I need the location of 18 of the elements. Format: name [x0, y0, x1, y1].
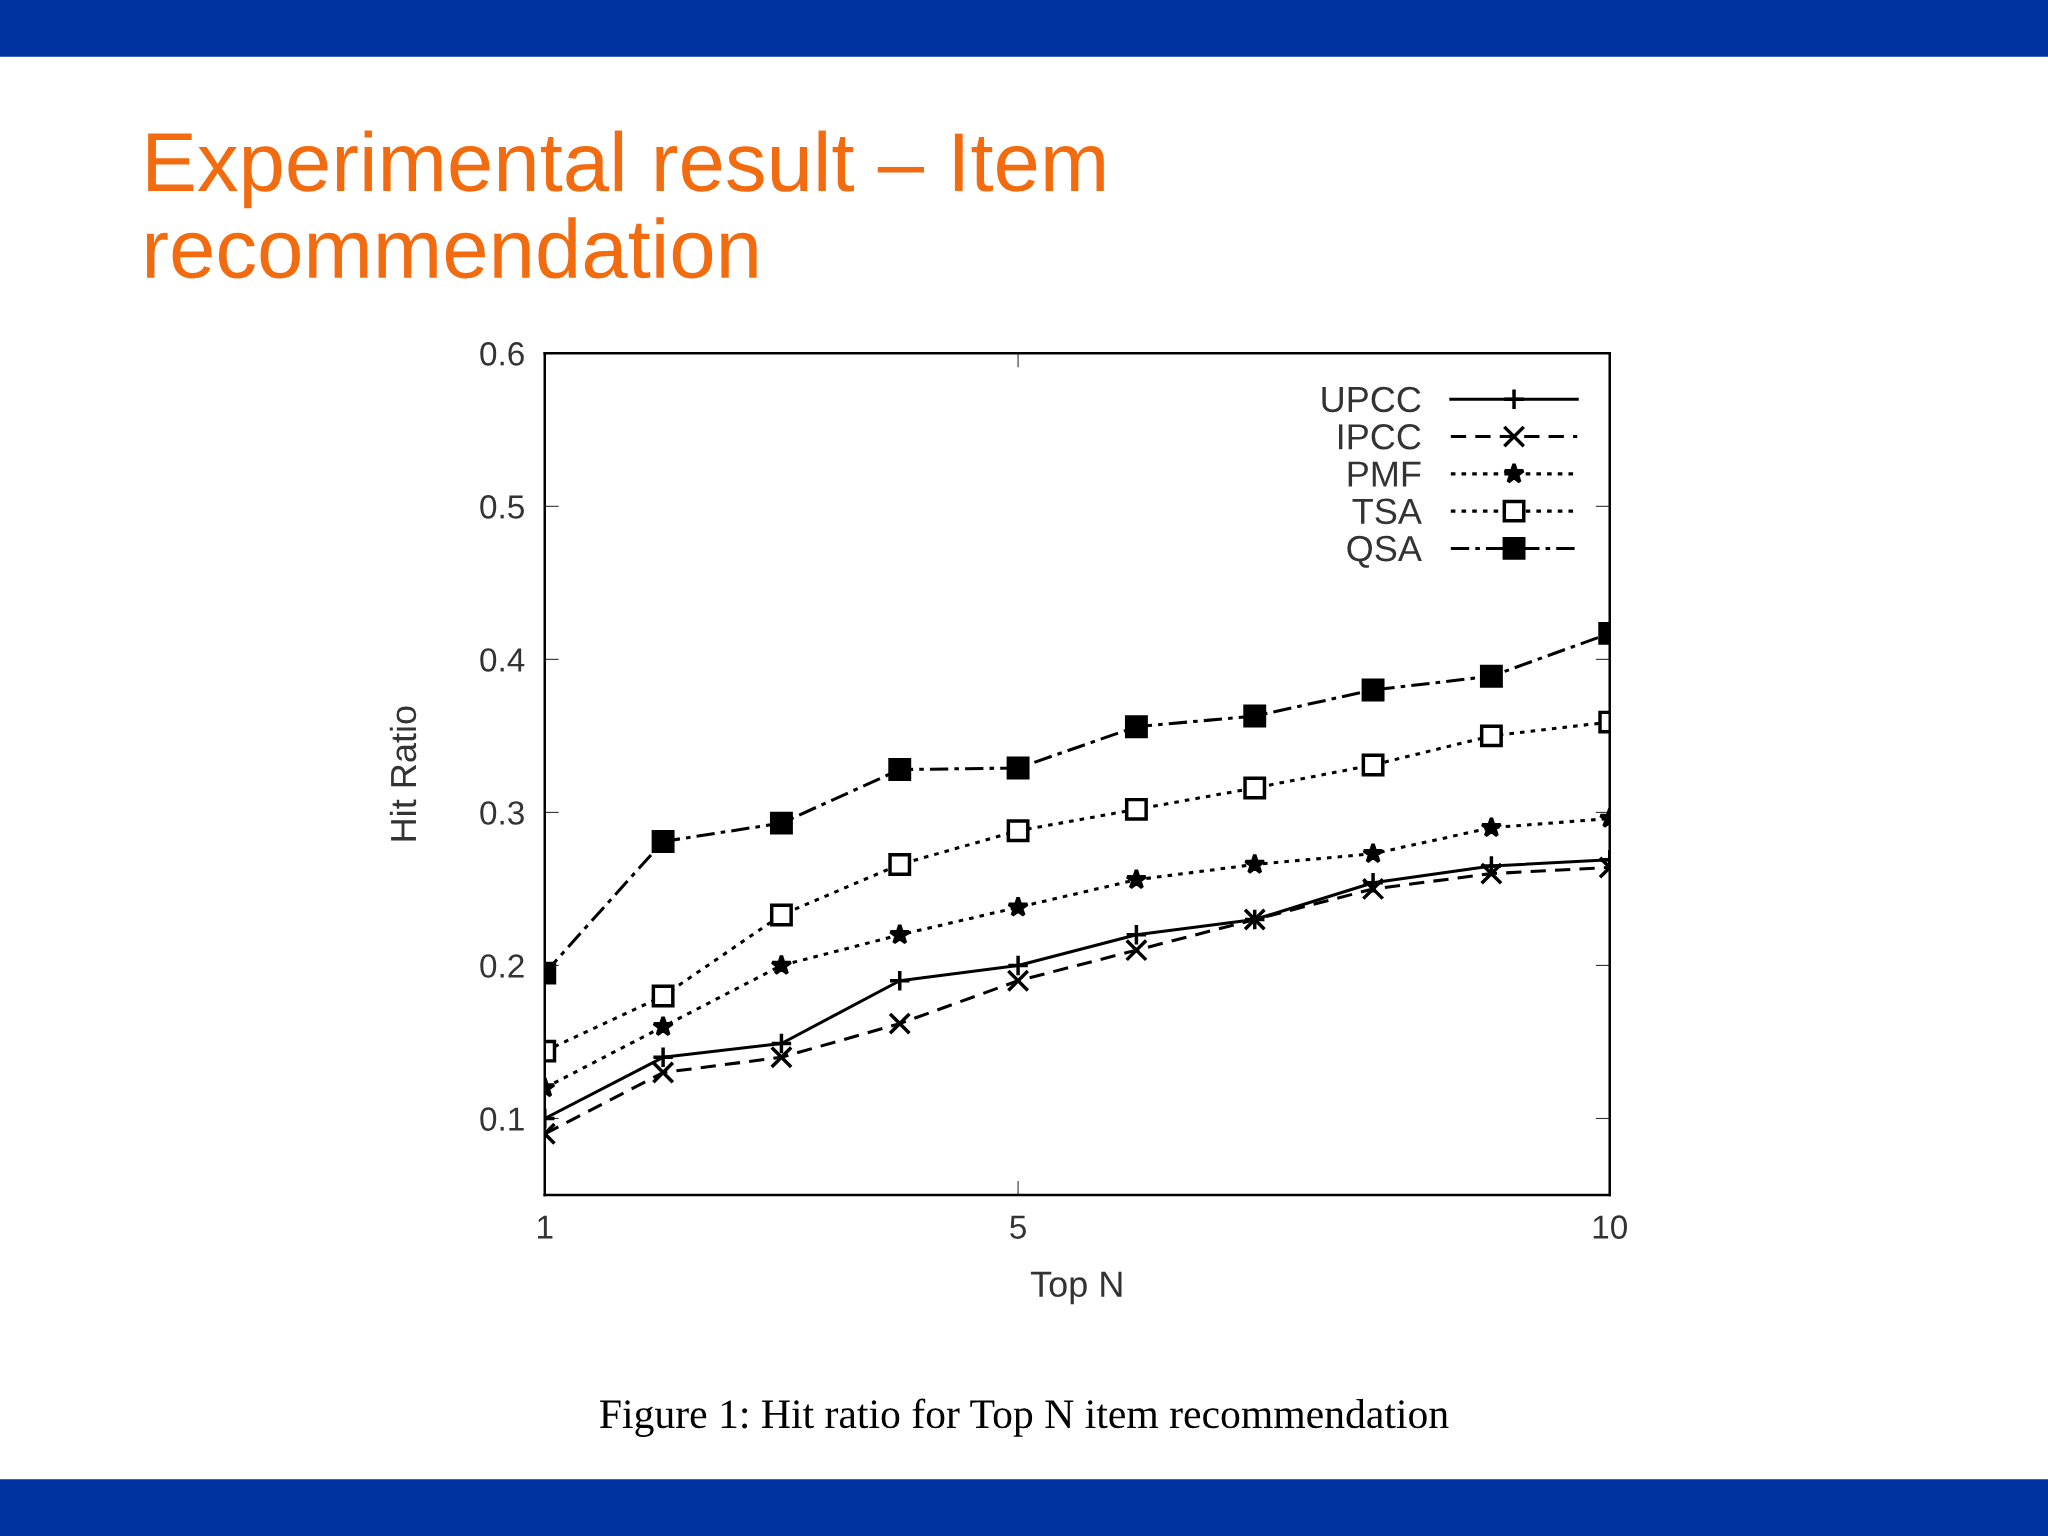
x-axis-title: Top N — [1030, 1271, 1122, 1305]
legend-label: IPCC — [1339, 424, 1421, 450]
y-axis-title: Hit Ratio — [389, 706, 417, 841]
y-tick-label: 0.3 — [480, 801, 524, 825]
y-tick-label: 0.2 — [480, 954, 524, 978]
y-tick-label: 0.4 — [480, 648, 525, 672]
x-tick-label: 5 — [1010, 1215, 1026, 1239]
legend-label: QSA — [1347, 535, 1422, 568]
legend-label: UPCC — [1322, 386, 1421, 413]
y-tick-label: 0.1 — [480, 1107, 524, 1131]
y-tick-label: 0.6 — [480, 342, 524, 366]
legend-label: PMF — [1348, 461, 1421, 487]
chart-title: Experimental result – Item recommendation — [146, 130, 1104, 279]
legend-label: TSA — [1352, 498, 1422, 525]
caption: Figure 1: Hit ratio for Top N item recommendation — [600, 1398, 1449, 1437]
x-tick-label: 1 — [538, 1215, 553, 1239]
x-tick-label: 10 — [1593, 1215, 1627, 1239]
y-tick-label: 0.5 — [480, 495, 524, 519]
